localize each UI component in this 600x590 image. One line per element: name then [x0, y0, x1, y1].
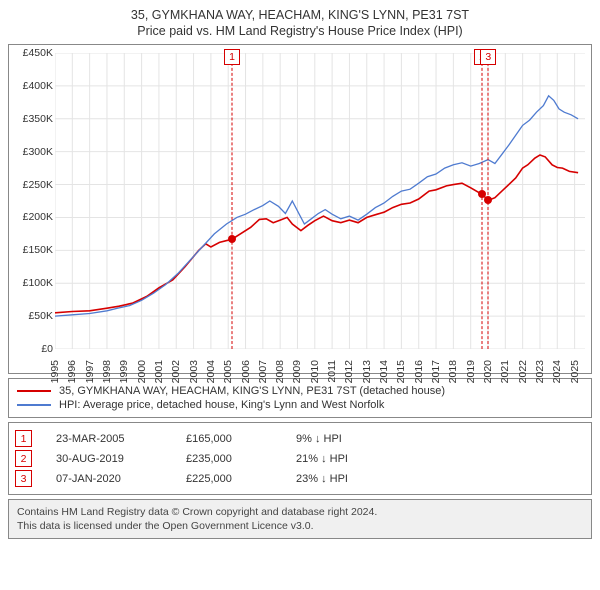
x-tick-label: 2017: [430, 360, 442, 383]
y-tick-label: £0: [11, 343, 53, 355]
transaction-price: £165,000: [186, 433, 296, 445]
legend-item: 35, GYMKHANA WAY, HEACHAM, KING'S LYNN, …: [17, 385, 583, 397]
x-tick-label: 2005: [222, 360, 234, 383]
legend-swatch: [17, 390, 51, 392]
marker-label: 1: [224, 49, 240, 65]
attribution-line1: Contains HM Land Registry data © Crown c…: [17, 505, 583, 519]
x-tick-label: 2003: [188, 360, 200, 383]
x-tick-label: 1995: [49, 360, 61, 383]
y-tick-label: £50K: [11, 310, 53, 322]
transaction-diff: 21% ↓ HPI: [296, 453, 348, 465]
x-tick-label: 2007: [257, 360, 269, 383]
legend-label: HPI: Average price, detached house, King…: [59, 399, 384, 411]
attribution-line2: This data is licensed under the Open Gov…: [17, 519, 583, 533]
transaction-row: 3 07-JAN-2020£225,00023% ↓ HPI: [15, 470, 585, 487]
x-tick-label: 2016: [413, 360, 425, 383]
attribution-box: Contains HM Land Registry data © Crown c…: [8, 499, 592, 539]
y-tick-label: £350K: [11, 113, 53, 125]
x-tick-label: 2015: [395, 360, 407, 383]
x-tick-label: 2008: [274, 360, 286, 383]
legend-box: 35, GYMKHANA WAY, HEACHAM, KING'S LYNN, …: [8, 378, 592, 418]
x-tick-label: 2025: [569, 360, 581, 383]
y-tick-label: £400K: [11, 80, 53, 92]
legend-item: HPI: Average price, detached house, King…: [17, 399, 583, 411]
marker-dot: [228, 235, 236, 243]
transaction-row: 1 23-MAR-2005£165,0009% ↓ HPI: [15, 430, 585, 447]
chart-title-address: 35, GYMKHANA WAY, HEACHAM, KING'S LYNN, …: [8, 8, 592, 22]
x-tick-label: 2014: [378, 360, 390, 383]
x-tick-label: 2000: [136, 360, 148, 383]
plot-region: 123: [55, 53, 585, 349]
x-tick-label: 2013: [361, 360, 373, 383]
x-tick-label: 2019: [465, 360, 477, 383]
x-tick-label: 2006: [240, 360, 252, 383]
x-tick-label: 2021: [499, 360, 511, 383]
legend-label: 35, GYMKHANA WAY, HEACHAM, KING'S LYNN, …: [59, 385, 445, 397]
transaction-price: £225,000: [186, 473, 296, 485]
marker-vline: [482, 53, 483, 349]
x-tick-label: 2009: [291, 360, 303, 383]
legend-swatch: [17, 404, 51, 406]
chart-subtitle: Price paid vs. HM Land Registry's House …: [8, 24, 592, 38]
x-tick-label: 1999: [118, 360, 130, 383]
marker-dot: [484, 196, 492, 204]
transaction-date: 07-JAN-2020: [56, 473, 186, 485]
transaction-row: 2 30-AUG-2019£235,00021% ↓ HPI: [15, 450, 585, 467]
x-tick-label: 2012: [343, 360, 355, 383]
x-tick-label: 2010: [309, 360, 321, 383]
transaction-marker: 2: [15, 450, 32, 467]
y-tick-label: £150K: [11, 244, 53, 256]
y-tick-label: £250K: [11, 179, 53, 191]
x-tick-label: 2004: [205, 360, 217, 383]
x-tick-label: 2001: [153, 360, 165, 383]
transaction-marker: 1: [15, 430, 32, 447]
y-tick-label: £300K: [11, 146, 53, 158]
x-tick-label: 2024: [551, 360, 563, 383]
transactions-box: 1 23-MAR-2005£165,0009% ↓ HPI 2 30-AUG-2019…: [8, 422, 592, 495]
y-tick-label: £450K: [11, 47, 53, 59]
series-price_paid: [55, 155, 578, 313]
x-tick-label: 2023: [534, 360, 546, 383]
x-tick-label: 1996: [66, 360, 78, 383]
x-tick-label: 1998: [101, 360, 113, 383]
x-tick-label: 2011: [326, 360, 338, 383]
x-tick-label: 1997: [84, 360, 96, 383]
transaction-diff: 9% ↓ HPI: [296, 433, 342, 445]
chart-area: 123 £0 £50K £100K £150K £200K £250K £300K £350K…: [8, 44, 592, 374]
x-tick-label: 2022: [517, 360, 529, 383]
x-tick-label: 2018: [447, 360, 459, 383]
transaction-price: £235,000: [186, 453, 296, 465]
y-tick-label: £100K: [11, 277, 53, 289]
marker-vline: [232, 53, 233, 349]
x-tick-label: 2002: [170, 360, 182, 383]
x-tick-label: 2020: [482, 360, 494, 383]
transaction-diff: 23% ↓ HPI: [296, 473, 348, 485]
transaction-date: 23-MAR-2005: [56, 433, 186, 445]
transaction-date: 30-AUG-2019: [56, 453, 186, 465]
y-tick-label: £200K: [11, 211, 53, 223]
marker-label: 3: [480, 49, 496, 65]
transaction-marker: 3: [15, 470, 32, 487]
